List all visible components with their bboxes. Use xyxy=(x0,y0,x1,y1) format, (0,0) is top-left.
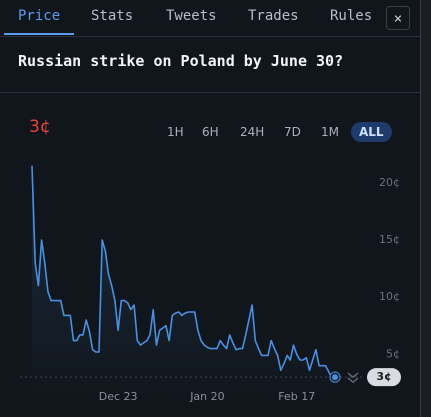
last-price-label: 3¢ xyxy=(376,370,391,383)
last-price-tag xyxy=(367,368,401,387)
market-panel: Price Stats Tweets Trades Rules × Russia… xyxy=(0,0,421,417)
y-tick-label: 5¢ xyxy=(386,347,400,360)
last-point-core xyxy=(332,374,338,381)
y-tick-label: 20¢ xyxy=(379,176,400,189)
close-button[interactable]: × xyxy=(386,6,410,30)
market-title: Russian strike on Poland by June 30? xyxy=(18,52,344,70)
separator xyxy=(0,92,420,93)
tab[interactable]: Trades xyxy=(248,8,299,24)
area-fill xyxy=(32,165,335,400)
range-button[interactable]: 7D xyxy=(284,125,301,139)
y-tick-label: 15¢ xyxy=(379,233,400,246)
range-button[interactable]: 6H xyxy=(202,125,219,139)
current-price: 3¢ xyxy=(29,117,51,137)
tab[interactable]: Tweets xyxy=(166,8,217,24)
tab[interactable]: Price xyxy=(18,8,61,24)
tab-bar: Price Stats Tweets Trades Rules × xyxy=(0,0,420,37)
range-button[interactable]: ALL xyxy=(351,122,392,142)
chevron-icon xyxy=(347,372,359,383)
range-button[interactable]: 1H xyxy=(167,125,184,139)
price-chart: 5¢10¢15¢20¢Dec 23Jan 20Feb 173¢ xyxy=(20,165,401,403)
tab[interactable]: Rules xyxy=(330,8,373,24)
tab[interactable]: Stats xyxy=(91,8,134,24)
y-tick-label: 10¢ xyxy=(379,290,400,303)
active-tab-indicator xyxy=(4,33,74,35)
range-button[interactable]: 24H xyxy=(240,125,265,139)
price-line xyxy=(31,165,336,380)
range-button[interactable]: 1M xyxy=(321,125,339,139)
